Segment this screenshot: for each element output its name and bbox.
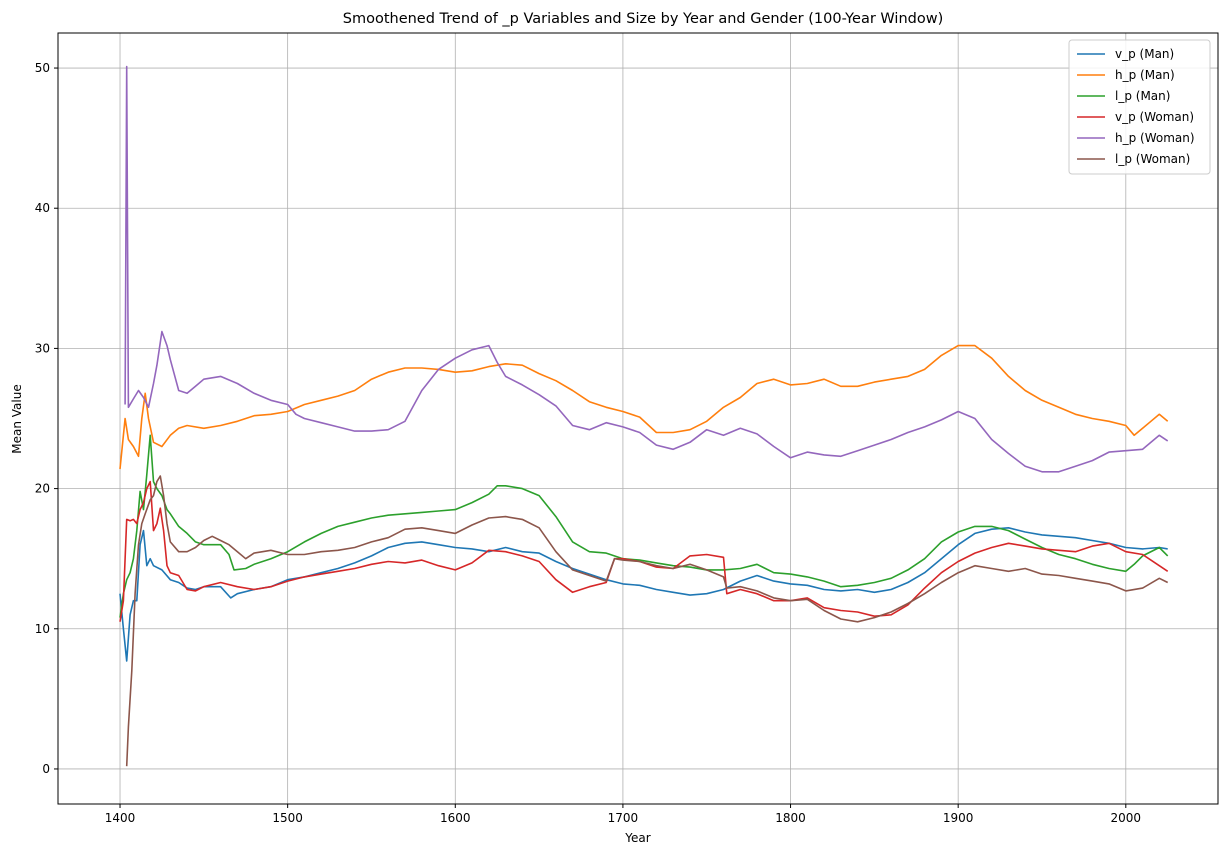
x-tick-label: 2000 xyxy=(1111,811,1142,825)
series-line-5 xyxy=(124,65,1169,473)
x-tick-label: 1900 xyxy=(943,811,974,825)
series-line-1 xyxy=(119,526,1168,662)
y-tick-label: 40 xyxy=(35,201,50,215)
plot-frame xyxy=(57,32,1219,805)
x-tick-label: 1600 xyxy=(440,811,471,825)
axis-ticks: 1400 1500 1600 1700 1800 1900 2000 0 10 20 30 40 50 xyxy=(35,61,1141,825)
legend-label: l_p (Man) xyxy=(1115,89,1170,103)
y-tick-label: 10 xyxy=(35,622,50,636)
y-tick-label: 0 xyxy=(42,762,50,776)
series-line-6 xyxy=(125,475,1169,767)
x-tick-label: 1700 xyxy=(608,811,639,825)
x-tick-label: 1500 xyxy=(272,811,303,825)
legend: v_p (Man) h_p (Man) l_p (Man) v_p (Woman) h_… xyxy=(1068,39,1211,175)
x-axis-label: Year xyxy=(624,831,650,845)
series-line-4 xyxy=(119,480,1169,622)
y-tick-label: 20 xyxy=(35,482,50,496)
grid xyxy=(58,33,1218,804)
y-tick-label: 50 xyxy=(35,61,50,75)
chart-title: Smoothened Trend of _p Variables and Siz… xyxy=(343,11,943,27)
legend-label: l_p (Woman) xyxy=(1115,152,1190,166)
y-tick-label: 30 xyxy=(35,341,50,355)
x-tick-label: 1400 xyxy=(105,811,136,825)
series-line-3 xyxy=(119,434,1169,618)
x-tick-label: 1800 xyxy=(775,811,806,825)
y-axis-label: Mean Value xyxy=(10,384,24,453)
series-line-2 xyxy=(119,344,1169,470)
series-lines xyxy=(119,65,1169,767)
legend-label: h_p (Woman) xyxy=(1115,131,1195,145)
legend-label: v_p (Man) xyxy=(1115,47,1174,61)
legend-box xyxy=(1068,39,1211,175)
legend-label: v_p (Woman) xyxy=(1115,110,1194,124)
legend-label: h_p (Man) xyxy=(1115,68,1175,82)
